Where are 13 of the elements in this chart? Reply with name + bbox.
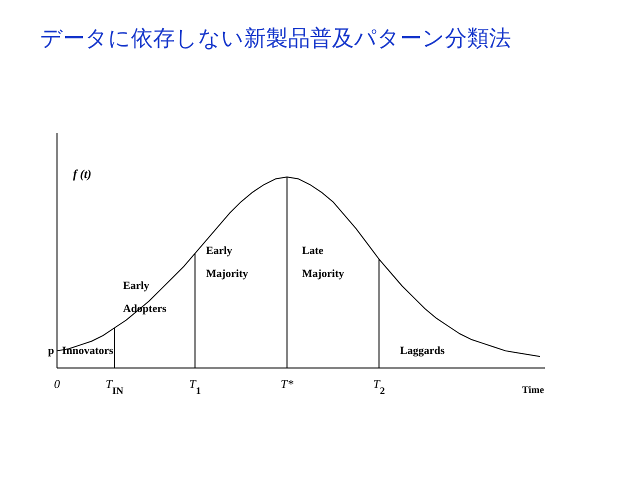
x-tick-label: T$_{2}$ — [373, 377, 385, 396]
x-axis-title: Time — [522, 385, 545, 396]
x-tick-label: T$_{IN}$ — [106, 377, 124, 396]
annotation: Late Majority — [302, 245, 345, 280]
x-tick-label: T* — [280, 377, 294, 391]
annotation: Innovators — [62, 345, 114, 357]
x-tick-label: T$_{1}$ — [189, 377, 201, 396]
y-axis-title: f (t) — [73, 167, 92, 181]
text: p — [48, 345, 54, 357]
annotation: Laggards — [400, 345, 446, 357]
annotation: Early Majority — [206, 245, 249, 280]
x-tick-label: 0 — [54, 377, 60, 391]
chart-title: データに依存しない新製品普及パターン分類法 — [40, 26, 511, 52]
